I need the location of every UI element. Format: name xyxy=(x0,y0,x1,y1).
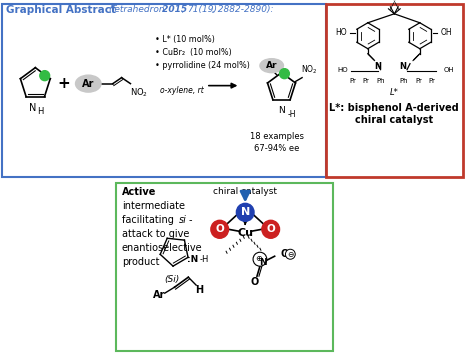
Text: enantioselective: enantioselective xyxy=(122,243,202,253)
Text: • CuBr₂  (10 mol%): • CuBr₂ (10 mol%) xyxy=(155,48,232,57)
Text: N: N xyxy=(278,105,285,115)
Text: +: + xyxy=(57,76,70,91)
Text: , 2882-2890):: , 2882-2890): xyxy=(212,5,273,14)
Text: NO$_2$: NO$_2$ xyxy=(301,63,318,76)
Text: O: O xyxy=(266,224,275,234)
Ellipse shape xyxy=(75,75,101,92)
Bar xyxy=(2,4,326,178)
Text: OH: OH xyxy=(443,67,454,73)
Text: Pr: Pr xyxy=(415,78,422,84)
Text: L*: L* xyxy=(390,88,399,97)
Text: si: si xyxy=(179,215,186,225)
Text: N: N xyxy=(399,62,406,71)
Text: • L* (10 mol%): • L* (10 mol%) xyxy=(155,35,215,44)
Text: (: ( xyxy=(108,5,111,14)
Text: HO: HO xyxy=(336,28,347,37)
Text: ╱╲: ╱╲ xyxy=(389,1,399,11)
Text: product: product xyxy=(122,257,159,267)
Text: Active: Active xyxy=(122,187,156,197)
Circle shape xyxy=(280,69,289,79)
Text: Ph: Ph xyxy=(376,78,385,84)
Text: Ar: Ar xyxy=(82,78,94,89)
Circle shape xyxy=(40,71,50,81)
Text: chiral catalyst: chiral catalyst xyxy=(213,187,277,196)
Text: Tetrahedron: Tetrahedron xyxy=(111,5,165,14)
Text: -H: -H xyxy=(199,255,209,264)
Text: Pr: Pr xyxy=(350,78,356,84)
Text: Cu: Cu xyxy=(237,228,253,238)
Text: H: H xyxy=(37,106,44,116)
Text: H: H xyxy=(195,285,203,295)
Circle shape xyxy=(285,249,295,259)
Text: Ar: Ar xyxy=(266,61,277,70)
Bar xyxy=(326,4,463,178)
Text: O: O xyxy=(215,224,224,234)
Text: Ar: Ar xyxy=(153,290,165,300)
Ellipse shape xyxy=(260,59,283,73)
Text: O: O xyxy=(251,277,259,287)
Text: HO: HO xyxy=(337,67,348,73)
Text: OH: OH xyxy=(440,28,452,37)
Text: facilitating: facilitating xyxy=(122,215,177,225)
Text: o-xylene, rt: o-xylene, rt xyxy=(160,86,203,95)
Text: N: N xyxy=(259,258,267,267)
Text: :N: :N xyxy=(187,255,199,264)
Text: 71(19): 71(19) xyxy=(187,5,218,14)
Circle shape xyxy=(253,252,267,266)
Text: attack to give: attack to give xyxy=(122,229,189,239)
Text: -H: -H xyxy=(287,110,296,119)
Text: -: - xyxy=(188,215,192,225)
Text: L*: bisphenol A-derived: L*: bisphenol A-derived xyxy=(329,103,459,113)
Text: Pr: Pr xyxy=(428,78,435,84)
Text: Graphical Abstract: Graphical Abstract xyxy=(6,5,116,15)
Text: ⊖: ⊖ xyxy=(287,250,293,259)
Text: (Si): (Si) xyxy=(164,275,179,284)
Circle shape xyxy=(262,220,280,238)
Text: Ph: Ph xyxy=(400,78,409,84)
Circle shape xyxy=(211,220,228,238)
Text: • pyrrolidine (24 mol%): • pyrrolidine (24 mol%) xyxy=(155,61,250,70)
Text: ,: , xyxy=(182,5,188,14)
Text: ⊕: ⊕ xyxy=(255,254,263,263)
Text: NO$_2$: NO$_2$ xyxy=(130,87,148,99)
Text: intermediate: intermediate xyxy=(122,201,185,211)
Text: O: O xyxy=(281,249,289,259)
Text: 18 examples
67-94% ee: 18 examples 67-94% ee xyxy=(250,131,304,153)
Circle shape xyxy=(237,203,254,221)
Text: N: N xyxy=(29,103,36,113)
Text: Pr: Pr xyxy=(363,78,369,84)
Text: N: N xyxy=(374,62,382,71)
Text: chiral catalyst: chiral catalyst xyxy=(355,115,433,125)
Bar xyxy=(116,184,334,351)
Text: 2015: 2015 xyxy=(159,5,187,14)
Text: N: N xyxy=(241,207,250,217)
